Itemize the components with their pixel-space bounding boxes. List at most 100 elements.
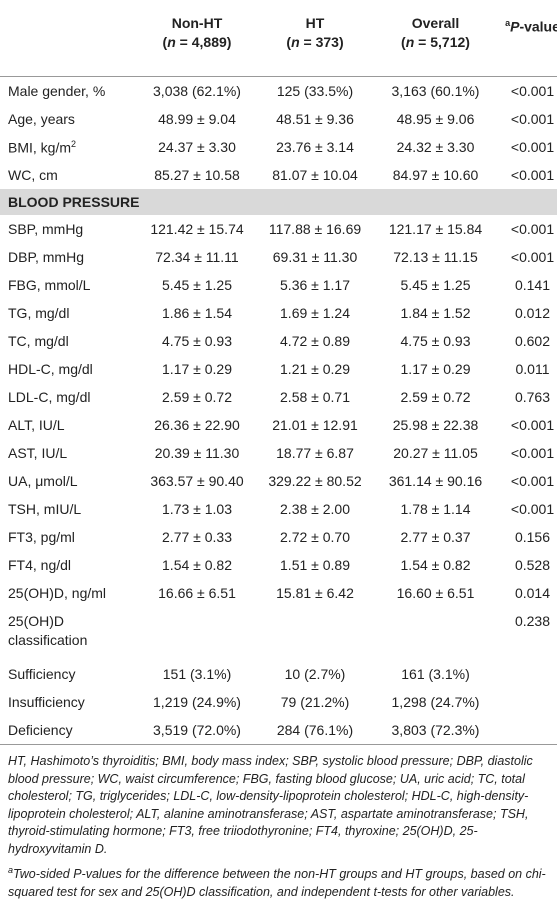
- row-label: FBG, mmol/L: [0, 271, 135, 299]
- cell-value: 3,163 (60.1%): [391, 83, 480, 99]
- p-value: <0.001: [510, 473, 555, 489]
- row-label: LDL-C, mg/dl: [0, 383, 135, 411]
- cell-value: 24.32 ± 3.30: [396, 139, 475, 155]
- row-label-text: TG, mg/dl: [8, 305, 70, 321]
- data-row: UA, μmol/L 363.57 ± 90.40 329.22 ± 80.52 36…: [0, 467, 557, 495]
- cell-value: 72.34 ± 11.11: [155, 249, 239, 265]
- row-label-text: Insufficiency: [8, 694, 85, 710]
- p-value: 0.141: [514, 277, 551, 293]
- row-label: Age, years: [0, 105, 135, 133]
- cell-value: 1.86 ± 1.54: [162, 305, 232, 321]
- p-value: <0.001: [510, 501, 555, 517]
- row-label: ALT, IU/L: [0, 411, 135, 439]
- header-name: Overall: [411, 15, 460, 31]
- row-label-text: HDL-C, mg/dl: [8, 361, 93, 377]
- cell-value: 1.17 ± 0.29: [162, 361, 232, 377]
- row-label-text: Deficiency: [8, 722, 73, 738]
- cell-value: 5.45 ± 1.25: [400, 277, 471, 293]
- cell-value: 16.66 ± 6.51: [158, 585, 236, 601]
- cell-value: 15.81 ± 6.42: [276, 585, 354, 601]
- sample-part: n: [167, 34, 176, 50]
- sample-part: (: [286, 34, 292, 50]
- cell-value: 3,519 (72.0%): [153, 722, 241, 738]
- p-value: [500, 660, 557, 688]
- column-header: HT (n = 373): [259, 0, 371, 77]
- cell-value: 84.97 ± 10.60: [392, 167, 479, 183]
- data-row: 25(OH)D, ng/ml 16.66 ± 6.51 15.81 ± 6.42 16…: [0, 579, 557, 607]
- row-label-text: 25(OH)D classification: [8, 613, 88, 648]
- row-label: WC, cm: [0, 161, 135, 189]
- sample-part: (: [401, 34, 406, 50]
- row-label-text: SBP, mmHg: [8, 221, 84, 237]
- p-value: [500, 716, 557, 745]
- row-label-sup: 2: [71, 138, 77, 149]
- sample-part: = 5,712): [414, 34, 470, 50]
- cell-value: 1.17 ± 0.29: [400, 361, 471, 377]
- cell-value: 2.59 ± 0.72: [162, 389, 232, 405]
- cell-value: 1.51 ± 0.89: [280, 557, 350, 573]
- row-label: 25(OH)D, ng/ml: [0, 579, 135, 607]
- footnotes: HT, Hashimoto’s thyroiditis; BMI, body m…: [0, 745, 557, 901]
- p-value: 0.012: [514, 305, 551, 321]
- header-sample: (n = 4,889): [137, 33, 257, 52]
- cell-value: 2.72 ± 0.70: [280, 529, 350, 545]
- row-label-text: Male gender, %: [8, 83, 106, 99]
- data-row: AST, IU/L 20.39 ± 11.30 18.77 ± 6.87 20.27 …: [0, 439, 557, 467]
- cell-value: 18.77 ± 6.87: [276, 445, 354, 461]
- row-label-text: AST, IU/L: [8, 445, 68, 461]
- p-header-part: a: [505, 18, 511, 28]
- row-label-text: BMI, kg/m: [8, 139, 72, 156]
- data-row: SBP, mmHg 121.42 ± 15.74 117.88 ± 16.69 121…: [0, 215, 557, 243]
- header-row: Non-HT (n = 4,889) HT (n = 373) Overall (n = …: [0, 0, 557, 77]
- data-row: ALT, IU/L 26.36 ± 22.90 21.01 ± 12.91 25.98…: [0, 411, 557, 439]
- p-value-header: aP-value: [500, 0, 557, 77]
- row-label: Male gender, %: [0, 77, 135, 106]
- data-row: Insufficiency 1,219 (24.9%) 79 (21.2%) 1,29…: [0, 688, 557, 716]
- p-value: <0.001: [510, 139, 555, 155]
- table-head: Non-HT (n = 4,889) HT (n = 373) Overall (n = …: [0, 0, 557, 77]
- cell-value: 48.95 ± 9.06: [396, 111, 475, 127]
- data-row: TSH, mIU/L 1.73 ± 1.03 2.38 ± 2.00 1.78 ± 1…: [0, 495, 557, 523]
- cell-value: 5.36 ± 1.17: [280, 277, 350, 293]
- p-value: 0.014: [514, 585, 551, 601]
- row-label-text: FT4, ng/dl: [8, 557, 72, 573]
- sample-part: n: [291, 34, 300, 50]
- cell-value: 151 (3.1%): [162, 666, 232, 682]
- row-label-text: WC, cm: [8, 167, 58, 183]
- table-body: Male gender, % 3,038 (62.1%) 125 (33.5%) 3,…: [0, 77, 557, 745]
- p-value: 0.602: [514, 333, 551, 349]
- cell-value: 1.21 ± 0.29: [280, 361, 350, 377]
- p-value: 0.011: [515, 361, 550, 377]
- row-label: TG, mg/dl: [0, 299, 135, 327]
- column-header: Overall (n = 5,712): [371, 0, 500, 77]
- cell-value: [371, 607, 500, 660]
- cell-value: 1.54 ± 0.82: [162, 557, 232, 573]
- data-row: BMI, kg/m2 24.37 ± 3.30 23.76 ± 3.14 24.32 …: [0, 133, 557, 161]
- cell-value: 1.69 ± 1.24: [280, 305, 350, 321]
- p-value: <0.001: [510, 445, 555, 461]
- cell-value: 363.57 ± 90.40: [150, 473, 244, 489]
- cell-value: [259, 607, 371, 660]
- cell-value: 85.27 ± 10.58: [154, 167, 240, 183]
- cell-value: 3,038 (62.1%): [153, 83, 241, 99]
- cell-value: 4.75 ± 0.93: [400, 333, 471, 349]
- cell-value: 79 (21.2%): [280, 694, 350, 710]
- data-row: WC, cm 85.27 ± 10.58 81.07 ± 10.04 84.97 ± …: [0, 161, 557, 189]
- sample-part: = 373): [299, 34, 344, 50]
- data-row: LDL-C, mg/dl 2.59 ± 0.72 2.58 ± 0.71 2.59 ±…: [0, 383, 557, 411]
- header-name: Non-HT: [171, 15, 223, 31]
- section-label: BLOOD PRESSURE: [0, 189, 557, 215]
- cell-value: 2.58 ± 0.71: [280, 389, 350, 405]
- cell-value: 20.27 ± 11.05: [393, 445, 478, 461]
- p-header-part: P: [510, 18, 520, 35]
- header-name: HT: [305, 15, 325, 31]
- data-row: 25(OH)D classification 0.238: [0, 607, 557, 660]
- footnote: aTwo-sided P-values for the difference b…: [8, 862, 549, 901]
- cell-value: 72.13 ± 11.15: [393, 249, 478, 265]
- cell-value: 25.98 ± 22.38: [392, 417, 479, 433]
- cell-value: 24.37 ± 3.30: [158, 139, 236, 155]
- cell-value: 5.45 ± 1.25: [162, 277, 232, 293]
- section-row: BLOOD PRESSURE: [0, 189, 557, 215]
- row-label-text: ALT, IU/L: [8, 417, 65, 433]
- p-value: <0.001: [510, 249, 555, 265]
